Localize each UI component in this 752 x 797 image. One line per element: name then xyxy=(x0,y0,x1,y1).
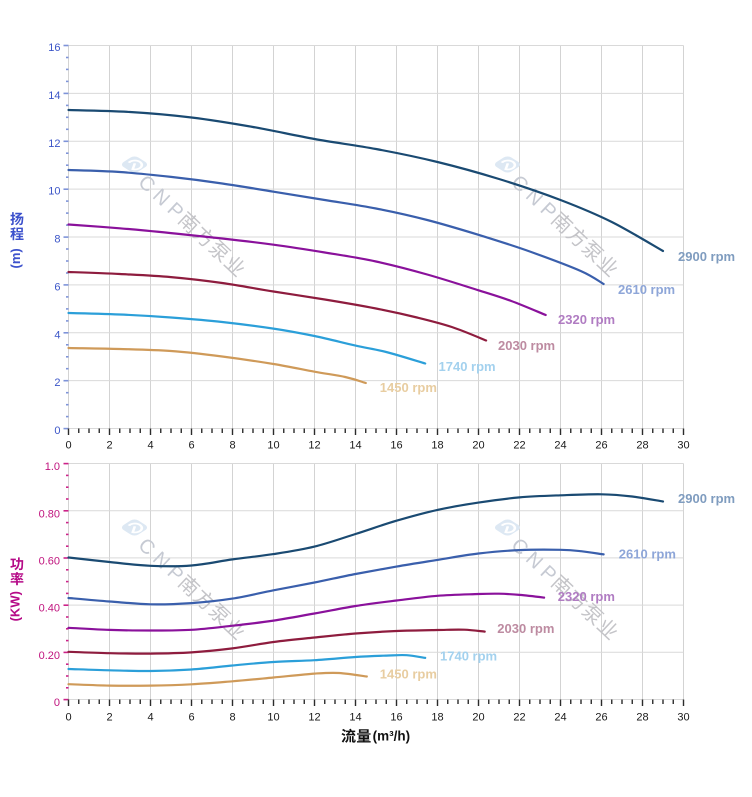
svg-text:12: 12 xyxy=(308,440,320,452)
svg-text:24: 24 xyxy=(554,440,566,452)
svg-text:14: 14 xyxy=(349,711,361,723)
svg-text:2030 rpm: 2030 rpm xyxy=(497,621,554,636)
svg-text:4: 4 xyxy=(54,329,60,341)
svg-text:22: 22 xyxy=(513,711,525,723)
svg-text:26: 26 xyxy=(595,711,607,723)
svg-text:1450 rpm: 1450 rpm xyxy=(380,666,437,681)
svg-text:2030 rpm: 2030 rpm xyxy=(498,338,555,353)
svg-text:12: 12 xyxy=(48,138,60,150)
svg-text:22: 22 xyxy=(513,440,525,452)
svg-text:16: 16 xyxy=(48,42,60,54)
svg-text:20: 20 xyxy=(472,711,484,723)
svg-text:2610 rpm: 2610 rpm xyxy=(619,546,676,561)
svg-text:28: 28 xyxy=(636,711,648,723)
svg-text:2: 2 xyxy=(106,711,112,723)
svg-text:16: 16 xyxy=(390,440,402,452)
svg-text:24: 24 xyxy=(554,711,566,723)
svg-text:1740 rpm: 1740 rpm xyxy=(440,648,497,663)
svg-text:2320 rpm: 2320 rpm xyxy=(558,589,615,604)
svg-text:28: 28 xyxy=(636,440,648,452)
svg-text:0.60: 0.60 xyxy=(39,556,60,568)
svg-text:0: 0 xyxy=(65,440,71,452)
svg-text:2: 2 xyxy=(106,440,112,452)
svg-text:30: 30 xyxy=(677,711,689,723)
svg-text:1.0: 1.0 xyxy=(45,461,60,473)
svg-text:1450 rpm: 1450 rpm xyxy=(380,380,437,395)
svg-text:14: 14 xyxy=(349,440,361,452)
svg-text:0: 0 xyxy=(54,697,60,709)
svg-text:6: 6 xyxy=(188,440,194,452)
svg-text:0: 0 xyxy=(65,711,71,723)
svg-text:10: 10 xyxy=(267,440,279,452)
svg-text:0.40: 0.40 xyxy=(39,603,60,615)
svg-text:4: 4 xyxy=(147,440,153,452)
svg-text:6: 6 xyxy=(188,711,194,723)
svg-text:18: 18 xyxy=(431,440,443,452)
svg-text:26: 26 xyxy=(595,440,607,452)
svg-text:14: 14 xyxy=(48,90,60,102)
svg-text:2610 rpm: 2610 rpm xyxy=(618,282,675,297)
svg-text:18: 18 xyxy=(431,711,443,723)
svg-text:8: 8 xyxy=(229,711,235,723)
svg-text:4: 4 xyxy=(147,711,153,723)
svg-text:30: 30 xyxy=(677,440,689,452)
svg-text:(m³/h): (m³/h) xyxy=(373,729,411,744)
svg-text:(m): (m) xyxy=(8,248,23,268)
svg-text:2320 rpm: 2320 rpm xyxy=(558,312,615,327)
svg-text:16: 16 xyxy=(390,711,402,723)
svg-text:10: 10 xyxy=(267,711,279,723)
svg-text:0: 0 xyxy=(54,425,60,437)
svg-text:1740 rpm: 1740 rpm xyxy=(439,359,496,374)
svg-text:2900 rpm: 2900 rpm xyxy=(678,491,735,506)
svg-text:(KW): (KW) xyxy=(7,591,22,621)
svg-text:8: 8 xyxy=(229,440,235,452)
svg-text:8: 8 xyxy=(54,234,60,246)
svg-text:2: 2 xyxy=(54,377,60,389)
svg-text:10: 10 xyxy=(48,186,60,198)
svg-text:2900 rpm: 2900 rpm xyxy=(678,249,735,264)
svg-text:6: 6 xyxy=(54,281,60,293)
svg-text:0.80: 0.80 xyxy=(39,508,60,520)
svg-text:12: 12 xyxy=(308,711,320,723)
svg-text:20: 20 xyxy=(472,440,484,452)
svg-text:0.20: 0.20 xyxy=(39,650,60,662)
